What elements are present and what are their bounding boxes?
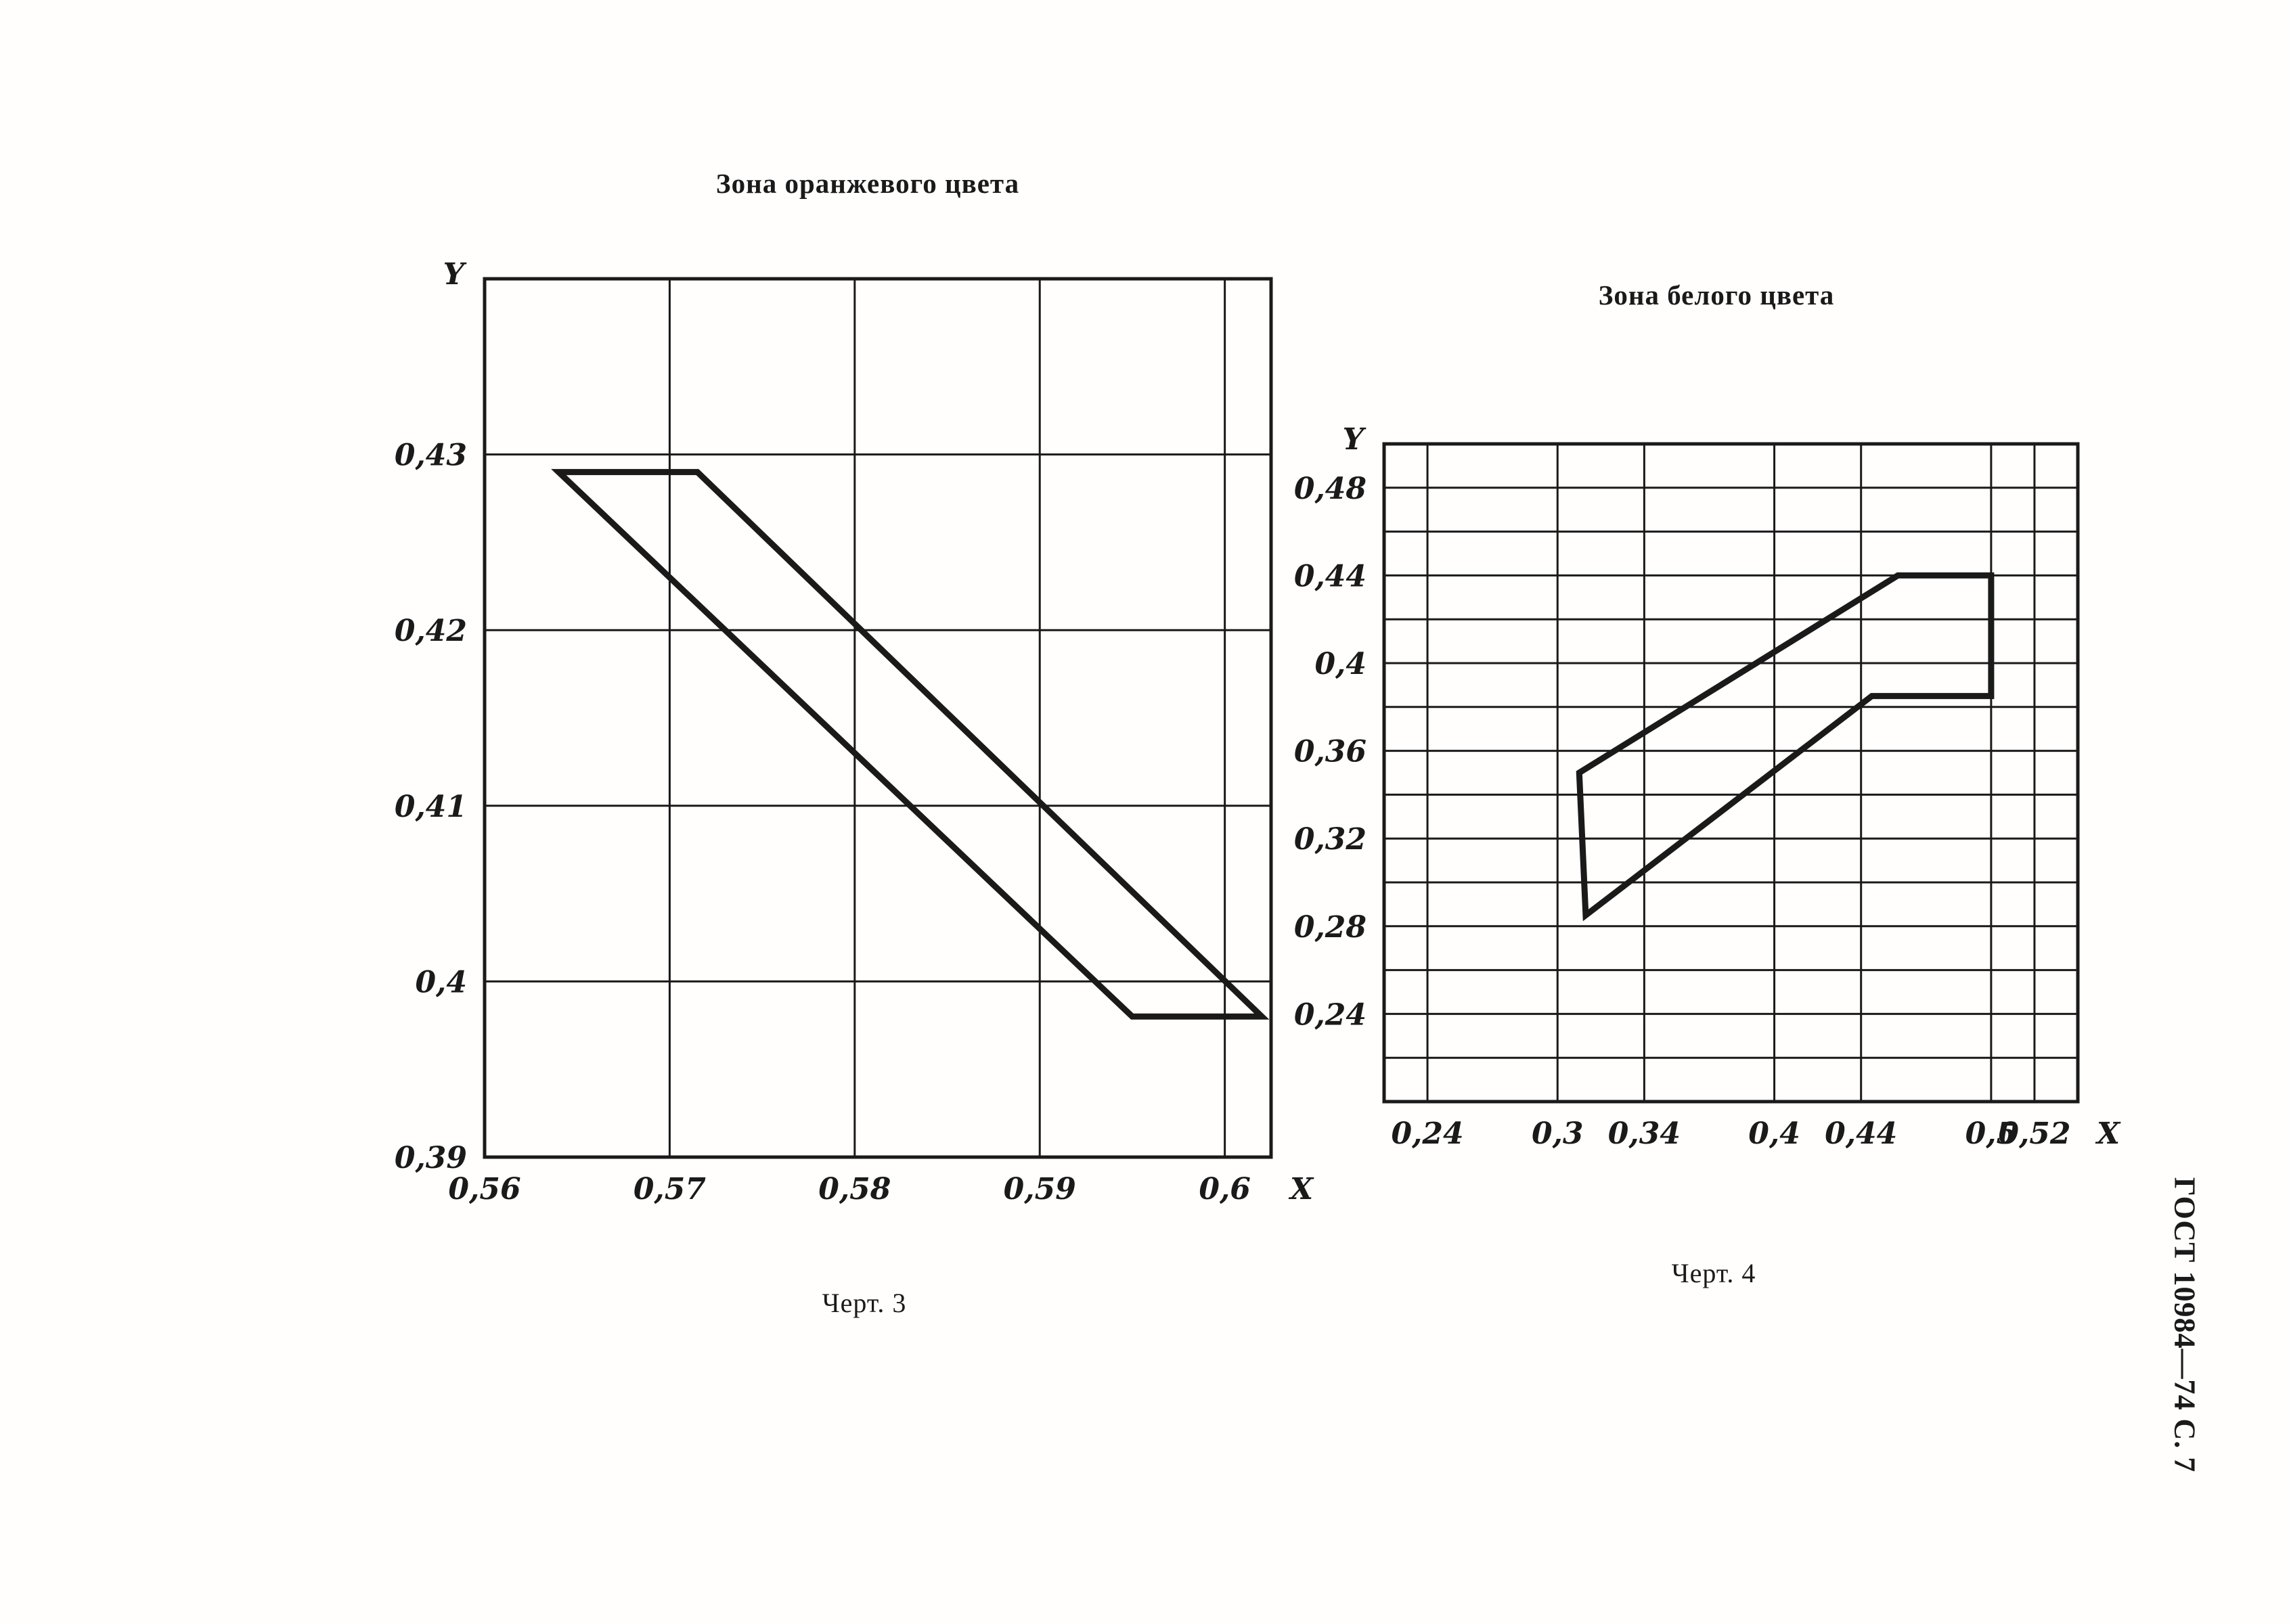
y-tick-label: 0,24 — [1294, 997, 1366, 1032]
orange-zone-chart: 0,56 0,57 0,58 0,59 0,6 0,43 0,42 0,41 0,4 0,39 X Y — [395, 257, 1314, 1206]
zone-outline — [551, 469, 1270, 1020]
x-tick-label: 0,44 — [1825, 1116, 1897, 1151]
y-tick-label: 0,48 — [1294, 472, 1366, 506]
y-tick-label: 0,44 — [1294, 559, 1366, 593]
x-tick-label: 0,3 — [1532, 1116, 1584, 1151]
y-tick-label: 0,28 — [1294, 910, 1366, 945]
x-tick-label: 0,57 — [634, 1172, 707, 1206]
y-axis-name: Y — [1343, 422, 1366, 457]
page-side-note: ГОСТ 10984—74 С. 7 — [2168, 1177, 2202, 1473]
x-tick-label: 0,59 — [1004, 1172, 1076, 1206]
white-zone-chart: 0,24 0,3 0,34 0,4 0,44 0,50,52 0,48 0,44 0,4 0,36… — [1294, 422, 2121, 1151]
y-tick-label: 0,43 — [395, 438, 467, 473]
axis-frame — [483, 277, 1273, 1159]
chart-caption-orange-zone: Черт. 3 — [822, 1288, 907, 1318]
x-axis-name: X — [1288, 1172, 1314, 1206]
y-tick-label: 0,4 — [1314, 647, 1366, 681]
x-tick-label: 0,58 — [818, 1172, 891, 1206]
axis-frame — [1382, 442, 2080, 1104]
chart-title-white-zone: Зона белого цвета — [1598, 279, 1835, 311]
x-tick-label: 0,34 — [1608, 1116, 1681, 1151]
x-tick-label: 0,5 — [1965, 1116, 2018, 1151]
chart-caption-white-zone: Черт. 4 — [1671, 1258, 1756, 1288]
y-tick-label: 0,36 — [1294, 735, 1366, 769]
x-tick-label: 0,24 — [1391, 1116, 1463, 1151]
x-axis-name: X — [2095, 1116, 2121, 1151]
x-tick-label: 0,52 — [1998, 1116, 2070, 1151]
x-tick-label: 0,56 — [448, 1172, 520, 1206]
y-tick-label: 0,4 — [415, 965, 467, 999]
chart-title-orange-zone: Зона оранжевого цвета — [715, 168, 1020, 199]
zone-outline — [1576, 572, 1995, 922]
y-axis-name: Y — [443, 257, 467, 292]
y-tick-label: 0,42 — [395, 614, 467, 648]
x-tick-label: 0,6 — [1199, 1172, 1251, 1206]
x-tick-label: 0,4 — [1748, 1116, 1800, 1151]
y-tick-label: 0,41 — [395, 790, 467, 824]
y-tick-label: 0,32 — [1294, 822, 1366, 857]
y-tick-label: 0,39 — [395, 1141, 467, 1175]
